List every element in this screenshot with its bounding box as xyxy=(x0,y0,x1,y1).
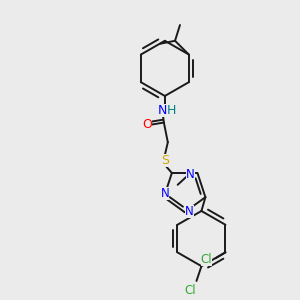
Text: O: O xyxy=(142,118,152,131)
Text: N: N xyxy=(158,104,168,117)
Text: N: N xyxy=(186,168,195,182)
Text: H: H xyxy=(167,104,176,117)
Text: S: S xyxy=(161,154,169,167)
Text: Cl: Cl xyxy=(185,284,197,297)
Text: N: N xyxy=(185,205,194,218)
Text: Cl: Cl xyxy=(201,253,212,266)
Text: N: N xyxy=(160,187,169,200)
